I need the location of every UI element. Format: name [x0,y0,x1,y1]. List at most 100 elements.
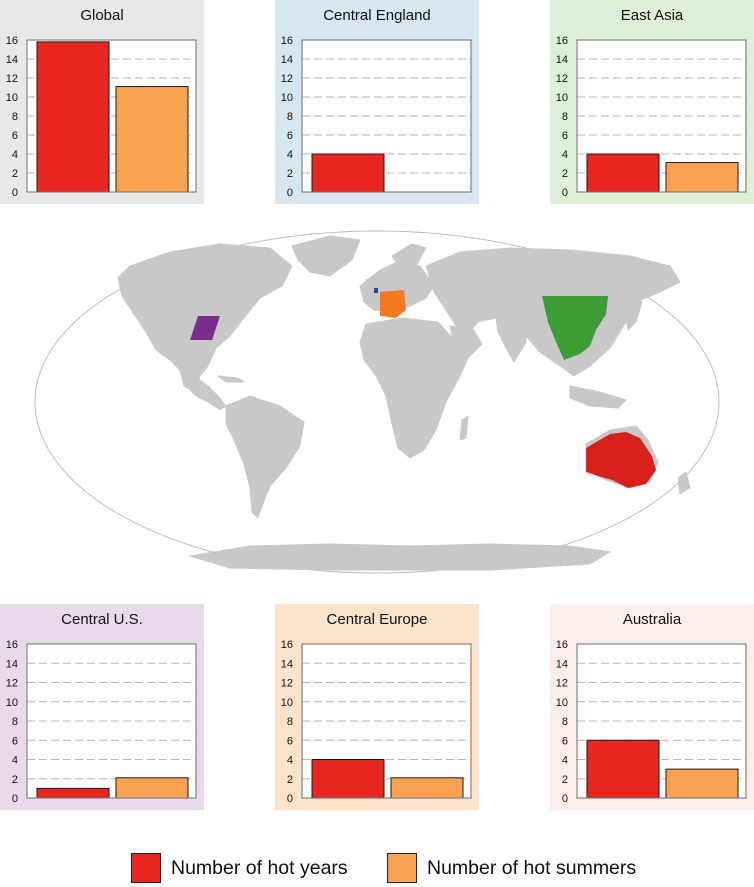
legend-label-hot-years: Number of hot years [171,856,348,879]
y-tick-label: 8 [12,111,18,123]
y-tick-label: 0 [12,793,18,805]
y-tick-label: 6 [562,130,568,142]
bar-chart: 0 2 4 6 8 10 12 14 16 [6,35,197,199]
y-tick-label: 4 [287,149,293,161]
y-tick-label: 2 [287,774,293,786]
caribbean-shape [217,375,245,383]
y-tick-label: 4 [287,755,293,767]
new-zealand-shape [677,471,691,495]
region-central-us [190,316,220,340]
y-tick-label: 12 [281,678,293,690]
panel-central-us: Central U.S. 0 2 4 6 8 10 12 14 16 [0,604,204,810]
y-tick-label: 2 [562,168,568,180]
y-tick-label: 2 [562,774,568,786]
bar-hot-years [586,153,660,193]
bar-hot-summers [390,777,464,799]
y-tick-label: 10 [556,92,568,104]
plot-frame [301,39,472,193]
y-tick-label: 14 [556,658,568,670]
panel-central-england: Central England 0 2 4 6 8 10 12 14 16 [275,0,479,204]
region-central-europe [380,290,406,318]
legend-item-hot-years: Number of hot years [131,852,348,884]
bar-hot-years [36,41,110,193]
y-tick-label: 6 [287,130,293,142]
chart-title: Australia [622,611,682,628]
y-tick-label: 10 [281,697,293,709]
bar-hot-summers [115,86,189,193]
y-tick-label: 12 [6,73,18,85]
central-america-shape [179,369,227,411]
japan-shape [625,293,643,331]
y-tick-label: 8 [287,716,293,728]
y-tick-label: 6 [287,735,293,747]
y-tick-label: 16 [6,35,18,47]
y-tick-label: 0 [562,793,568,805]
y-tick-label: 2 [287,168,293,180]
bar-chart: 0 2 4 6 8 10 12 14 16 [556,639,747,805]
bar-chart: 0 2 4 6 8 10 12 14 16 [6,639,197,805]
y-tick-label: 14 [281,658,293,670]
y-tick-label: 14 [281,54,293,66]
panel-australia: Australia 0 2 4 6 8 10 12 14 16 [550,604,754,810]
legend-label-hot-summers: Number of hot summers [427,856,637,879]
bar-hot-years [586,739,660,799]
y-tick-label: 8 [562,716,568,728]
y-tick-label: 2 [12,168,18,180]
india-shape [495,317,527,363]
y-tick-label: 0 [562,187,568,199]
y-tick-label: 6 [562,735,568,747]
panel-central-europe: Central Europe 0 2 4 6 8 10 12 14 16 [275,604,479,810]
se-asia-islands-shape [569,385,627,409]
y-tick-label: 14 [556,54,568,66]
y-tick-label: 16 [281,35,293,47]
madagascar-shape [459,415,469,441]
y-tick-label: 6 [12,130,18,142]
y-tick-label: 6 [12,735,18,747]
y-tick-label: 4 [12,755,18,767]
y-tick-label: 10 [556,697,568,709]
africa-shape [359,317,469,459]
bar-hot-summers [665,162,739,193]
y-tick-label: 8 [287,111,293,123]
plot-frame [576,39,747,193]
plot-frame [301,643,472,799]
chart-title: Central U.S. [61,611,143,628]
region-australia [586,432,656,488]
chart-title: Global [80,7,124,24]
y-tick-label: 16 [556,639,568,651]
region-east-asia [542,296,608,360]
antarctica-shape [189,543,611,571]
scandinavia-shape [391,243,427,273]
bar-hot-years [36,787,110,799]
y-tick-label: 14 [6,658,18,670]
y-tick-label: 2 [12,774,18,786]
panel-global: Global 0 2 4 6 8 10 12 14 16 [0,0,204,204]
y-tick-label: 10 [281,92,293,104]
panel-east-asia: East Asia 0 2 4 6 8 10 12 14 16 [550,0,754,204]
bar-hot-years [311,759,385,799]
y-tick-label: 8 [562,111,568,123]
y-tick-label: 12 [556,678,568,690]
world-map [34,230,720,574]
y-tick-label: 4 [562,149,568,161]
y-tick-label: 12 [556,73,568,85]
y-tick-label: 0 [287,187,293,199]
chart-title: Central Europe [326,611,428,628]
region-central-england [374,288,378,293]
legend-swatch-hot-summers [387,853,417,883]
bar-chart: 0 2 4 6 8 10 12 14 16 [281,35,472,199]
plot-frame [26,39,197,193]
greenland-shape [291,235,361,277]
y-tick-label: 4 [12,149,18,161]
bar-hot-years [311,153,385,193]
legend-swatch-hot-years [131,853,161,883]
chart-title: East Asia [620,7,684,24]
bar-chart: 0 2 4 6 8 10 12 14 16 [281,639,472,805]
south-america-shape [225,395,305,519]
y-tick-label: 12 [6,678,18,690]
y-tick-label: 0 [287,793,293,805]
y-tick-label: 12 [281,73,293,85]
bar-chart: 0 2 4 6 8 10 12 14 16 [556,35,747,199]
y-tick-label: 0 [12,187,18,199]
bar-hot-summers [665,768,739,799]
